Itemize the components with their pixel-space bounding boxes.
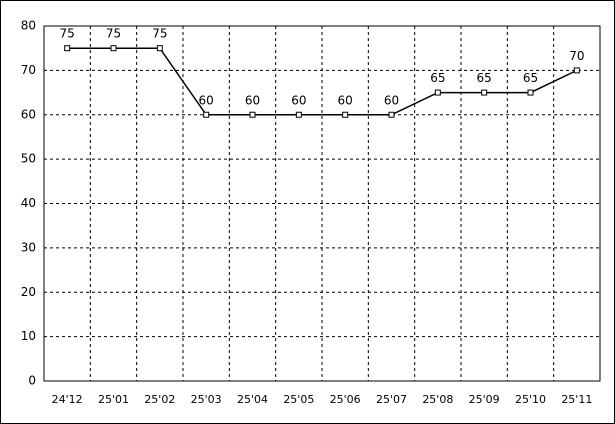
y-tick-label: 0 xyxy=(28,374,36,388)
marker xyxy=(434,89,441,96)
x-tick-label: 24'12 xyxy=(52,393,83,406)
y-tick-label: 40 xyxy=(21,196,36,210)
marker xyxy=(249,111,256,118)
x-tick-label: 25'09 xyxy=(469,393,500,406)
x-tick-label: 25'01 xyxy=(98,393,129,406)
y-tick-label: 30 xyxy=(21,240,36,254)
value-label: 75 xyxy=(60,27,75,41)
x-tick-label: 25'11 xyxy=(561,393,592,406)
y-tick-label: 60 xyxy=(21,107,36,121)
x-tick-label: 25'03 xyxy=(191,393,222,406)
value-label: 60 xyxy=(384,93,399,107)
x-tick-label: 25'10 xyxy=(515,393,546,406)
y-tick-label: 70 xyxy=(21,63,36,77)
marker xyxy=(110,45,117,52)
marker xyxy=(342,111,349,118)
marker xyxy=(64,45,71,52)
x-tick-label: 25'06 xyxy=(330,393,361,406)
value-label: 65 xyxy=(523,71,538,85)
marker xyxy=(203,111,210,118)
x-tick-label: 25'02 xyxy=(144,393,175,406)
value-label: 75 xyxy=(152,27,167,41)
y-tick-label: 80 xyxy=(21,19,36,33)
y-tick-label: 50 xyxy=(21,152,36,166)
x-tick-label: 25'05 xyxy=(283,393,314,406)
value-label: 65 xyxy=(430,71,445,85)
plot-area xyxy=(43,25,601,382)
marker xyxy=(388,111,395,118)
x-tick-label: 25'04 xyxy=(237,393,268,406)
value-label: 60 xyxy=(291,93,306,107)
y-tick-label: 10 xyxy=(21,329,36,343)
x-tick-label: 25'08 xyxy=(422,393,453,406)
y-tick-label: 20 xyxy=(21,285,36,299)
value-label: 60 xyxy=(245,93,260,107)
line xyxy=(67,47,578,116)
value-label: 60 xyxy=(338,93,353,107)
marker xyxy=(573,67,580,74)
value-label: 65 xyxy=(477,71,492,85)
marker xyxy=(481,89,488,96)
marker xyxy=(156,45,163,52)
x-tick-label: 25'07 xyxy=(376,393,407,406)
marker xyxy=(527,89,534,96)
value-label: 70 xyxy=(569,49,584,63)
value-label: 75 xyxy=(106,27,121,41)
value-label: 60 xyxy=(199,93,214,107)
marker xyxy=(295,111,302,118)
